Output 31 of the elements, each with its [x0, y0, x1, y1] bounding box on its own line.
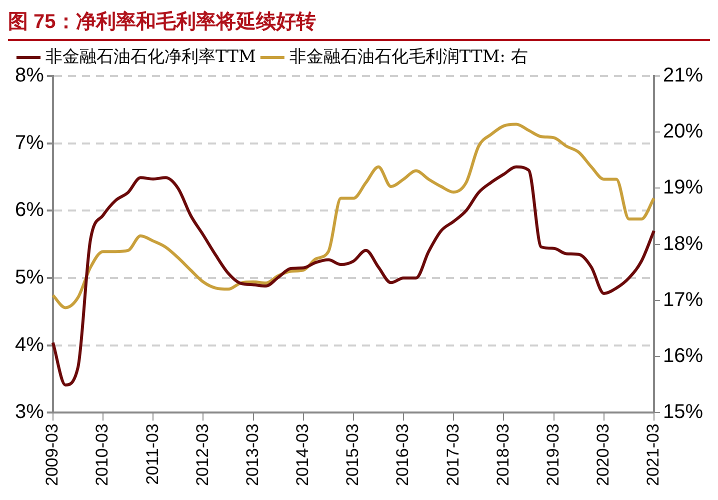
- x-tick-label: 2011-03: [142, 424, 162, 485]
- legend-label: 非金融石油石化净利率TTM: [46, 46, 256, 67]
- y2-tick-label: 21%: [662, 64, 704, 87]
- line-series: [51, 165, 656, 387]
- x-tick-label: 2016-03: [393, 424, 412, 486]
- x-tick-label: 2020-03: [594, 424, 613, 486]
- y2-tick-label: 15%: [662, 401, 704, 424]
- x-tick-label: 2021-03: [644, 424, 663, 486]
- x-tick-label: 2009-03: [42, 424, 62, 486]
- y-tick-label: 7%: [15, 132, 44, 154]
- y2-tick-label: 18%: [662, 232, 704, 255]
- y2-tick-label: 17%: [662, 288, 704, 311]
- x-tick-label: 2012-03: [192, 424, 212, 486]
- legend-label: 非金融石油石化毛利润TTM: 右: [289, 46, 528, 67]
- y2-tick-label: 16%: [662, 345, 704, 368]
- x-tick-label: 2013-03: [242, 424, 262, 486]
- x-tick-label: 2014-03: [293, 424, 312, 486]
- x-tick-label: 2010-03: [92, 424, 112, 486]
- y-tick-label: 6%: [15, 199, 44, 222]
- y-tick-label: 3%: [15, 401, 44, 424]
- y2-tick-label: 19%: [662, 176, 704, 199]
- x-tick-label: 2019-03: [543, 424, 562, 486]
- y-tick-label: 4%: [15, 334, 44, 356]
- y2-tick-label: 20%: [662, 120, 704, 143]
- line-series: [51, 122, 656, 310]
- x-tick-label: 2015-03: [343, 424, 362, 486]
- x-tick-label: 2017-03: [443, 424, 462, 486]
- y-tick-label: 5%: [15, 266, 44, 288]
- y-tick-label: 8%: [15, 64, 44, 87]
- chart-title: 图 75：净利率和毛利率将延续好转: [8, 8, 710, 41]
- x-tick-label: 2018-03: [493, 424, 512, 486]
